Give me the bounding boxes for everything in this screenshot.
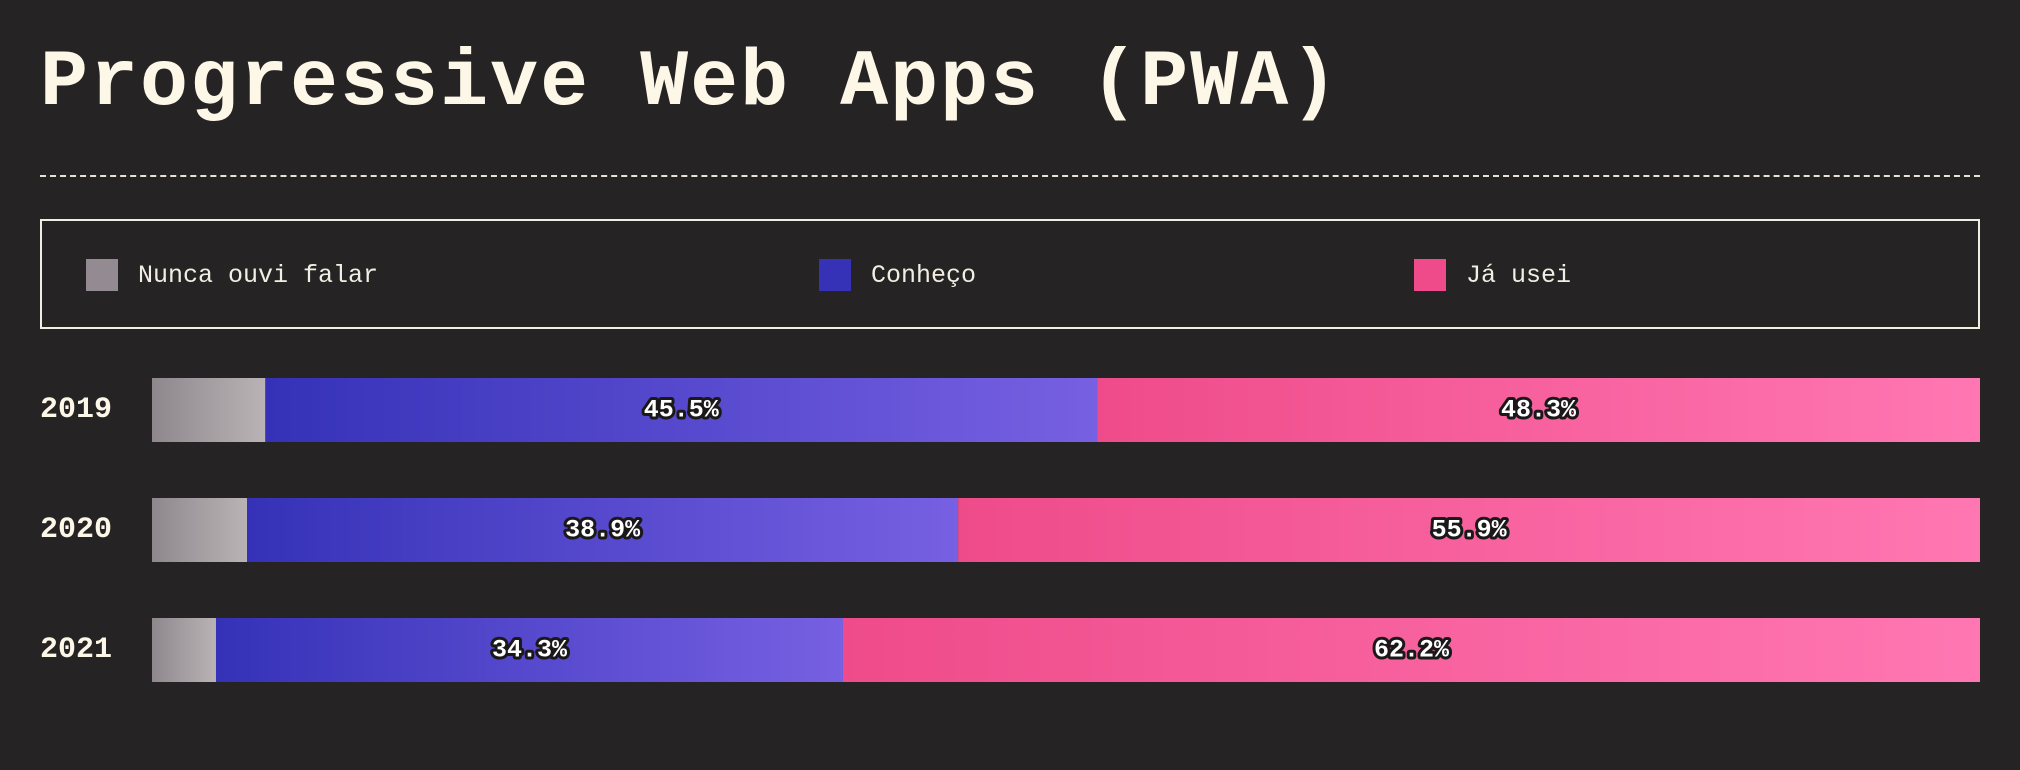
data-label-used: 62.2% xyxy=(1374,636,1450,665)
data-label-used: 48.3% xyxy=(1501,396,1577,425)
bar-segment-know xyxy=(247,498,959,562)
legend-item-know: Conheço xyxy=(819,259,976,291)
legend-item-never-heard: Nunca ouvi falar xyxy=(86,259,378,291)
bar-row-2020: 2020 38.9% 55.9% xyxy=(40,498,1980,562)
bars-layer: 2019 45.5% 48.3% 2020 38.9% 55.9% 2021 34.3% 62.… xyxy=(40,378,1980,682)
data-label-know: 34.3% xyxy=(492,636,568,665)
bar-segment-used xyxy=(1097,378,1980,442)
bar-row-2021: 2021 34.3% 62.2% xyxy=(40,618,1980,682)
category-label: 2021 xyxy=(40,633,112,667)
legend-swatch-know xyxy=(819,259,851,291)
legend-label-used: Já usei xyxy=(1466,260,1572,290)
bar-segment-used xyxy=(958,498,1980,562)
title-divider xyxy=(40,175,1980,177)
legend-label-know: Conheço xyxy=(871,260,977,290)
legend-label-never-heard: Nunca ouvi falar xyxy=(138,260,379,290)
bar-segment-used xyxy=(842,618,1980,682)
bar-row-2019: 2019 45.5% 48.3% xyxy=(40,378,1980,442)
legend-item-used: Já usei xyxy=(1414,259,1571,291)
page-title: Progressive Web Apps (PWA) xyxy=(40,38,1341,129)
category-label: 2020 xyxy=(40,513,112,547)
data-label-know: 38.9% xyxy=(565,516,641,545)
legend-swatch-used xyxy=(1414,259,1446,291)
bar-segment-never-heard xyxy=(152,618,216,682)
legend: Nunca ouvi falar Conheço Já usei xyxy=(40,219,1980,329)
bar-segment-never-heard xyxy=(152,378,266,442)
bar-segment-never-heard xyxy=(152,498,248,562)
category-label: 2019 xyxy=(40,393,112,427)
bar-segment-know xyxy=(215,618,843,682)
data-label-know: 45.5% xyxy=(644,396,720,425)
bar-segment-know xyxy=(265,378,1098,442)
data-label-used: 55.9% xyxy=(1432,516,1508,545)
legend-swatch-never-heard xyxy=(86,259,118,291)
